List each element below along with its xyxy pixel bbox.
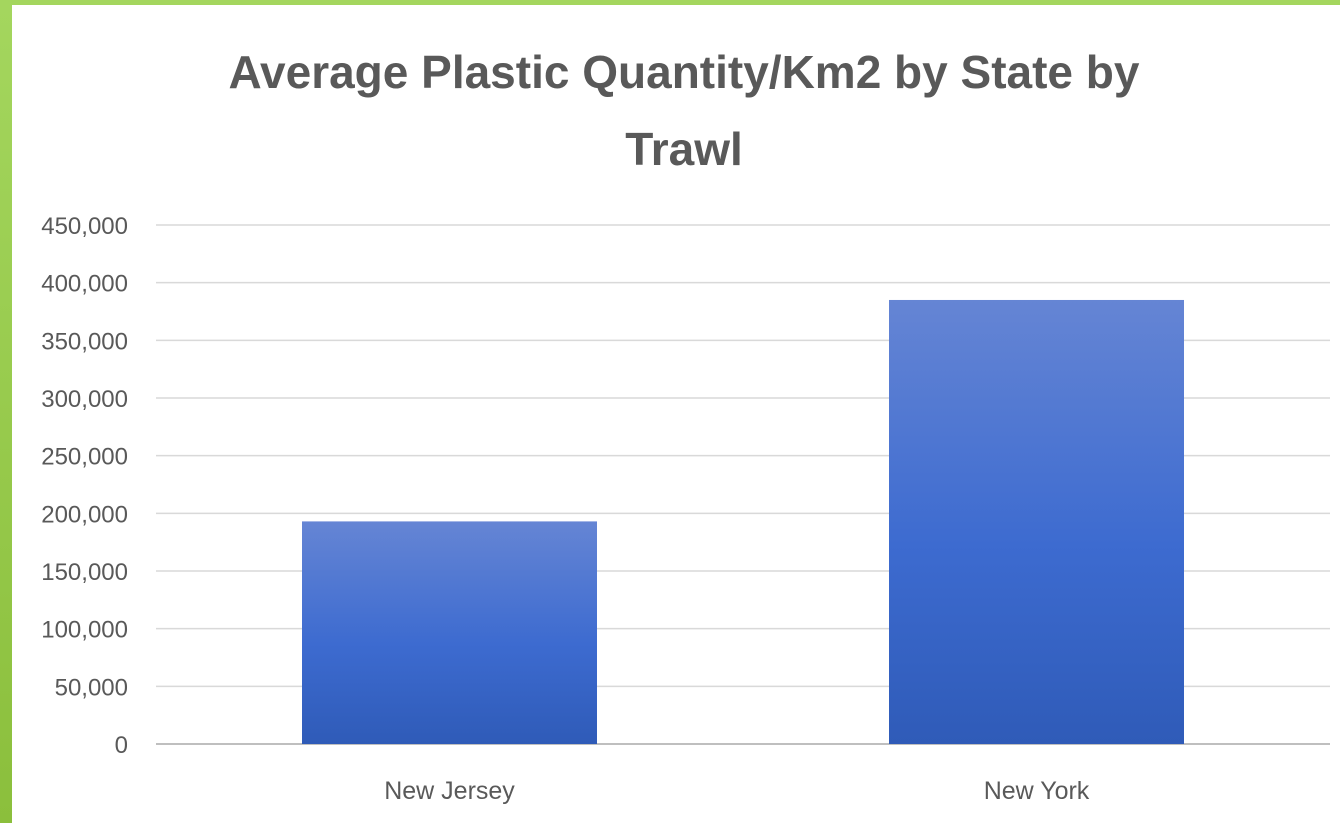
bar-new-jersey: [302, 521, 597, 744]
y-tick-label: 400,000: [41, 271, 128, 298]
x-axis-categories: New Jersey New York: [384, 777, 1090, 805]
bar-new-york: [889, 299, 1184, 744]
x-category-label: New Jersey: [384, 777, 515, 805]
y-tick-label: 100,000: [41, 617, 128, 644]
y-tick-label: 50,000: [55, 674, 128, 701]
y-tick-label: 200,000: [41, 501, 128, 528]
y-tick-label: 150,000: [41, 559, 128, 586]
y-tick-label: 450,000: [41, 213, 128, 240]
chart-title-line-2: Trawl: [625, 123, 743, 175]
y-tick-label: 250,000: [41, 444, 128, 471]
bars: [302, 299, 1184, 744]
chart-title-line-1: Average Plastic Quantity/Km2 by State by: [229, 46, 1140, 98]
y-tick-label: 350,000: [41, 328, 128, 355]
x-category-label: New York: [984, 777, 1090, 805]
chart-area: Average Plastic Quantity/Km2 by State by…: [12, 5, 1340, 823]
y-tick-label: 0: [115, 732, 128, 759]
bar-chart: Average Plastic Quantity/Km2 by State by…: [41, 46, 1330, 805]
y-axis-ticks: 0 50,000 100,000 150,000 200,000 250,000 300,0…: [41, 213, 128, 759]
y-tick-label: 300,000: [41, 386, 128, 413]
